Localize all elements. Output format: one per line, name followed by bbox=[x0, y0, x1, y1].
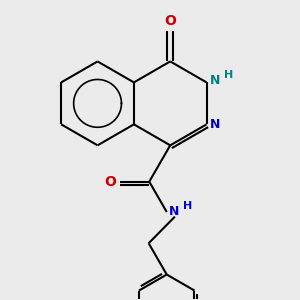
Text: H: H bbox=[224, 70, 233, 80]
Text: O: O bbox=[164, 14, 176, 28]
Text: N: N bbox=[169, 206, 179, 218]
Text: N: N bbox=[209, 74, 220, 87]
Text: O: O bbox=[105, 175, 117, 189]
Text: H: H bbox=[183, 201, 192, 211]
Text: N: N bbox=[209, 118, 220, 131]
